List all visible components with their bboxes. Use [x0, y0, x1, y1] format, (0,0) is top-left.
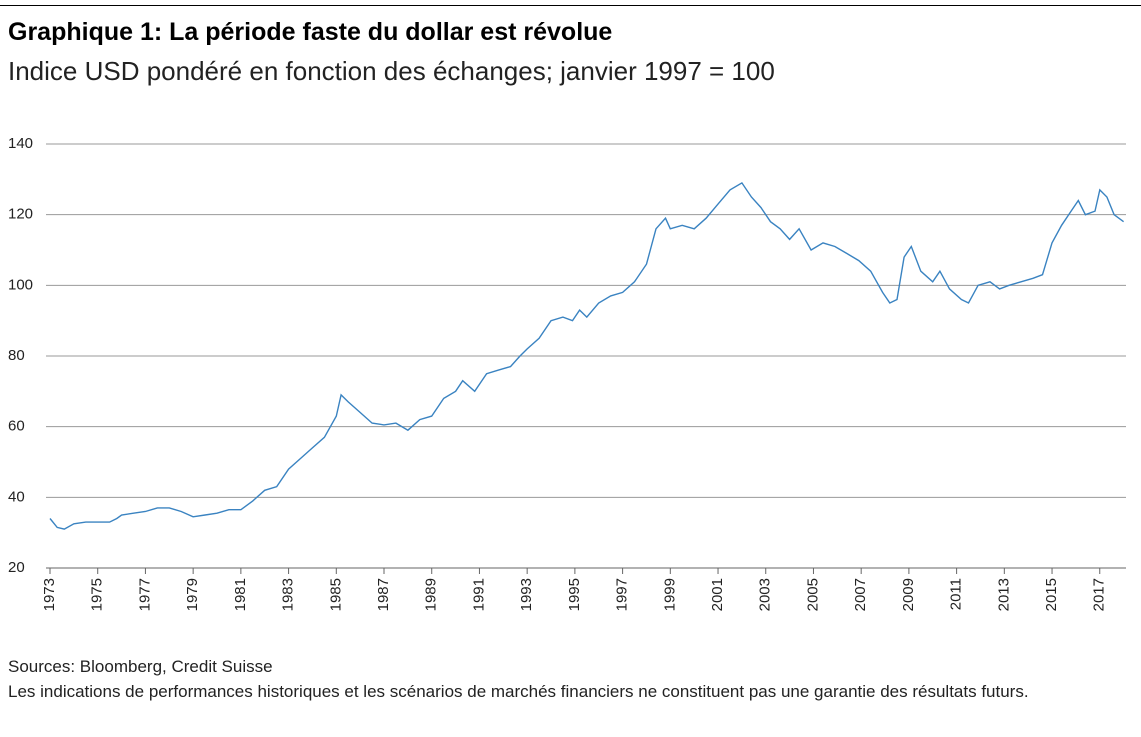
y-tick-label: 80	[8, 347, 25, 364]
x-tick-label: 1985	[327, 578, 344, 611]
x-tick-label: 2011	[948, 578, 965, 610]
x-tick-label: 2015	[1043, 578, 1060, 611]
top-rule	[0, 5, 1141, 6]
note: Les indications de performances historiq…	[8, 682, 1029, 701]
x-tick-label: 1997	[614, 578, 631, 611]
x-tick-label: 1981	[232, 578, 249, 611]
chart-subtitle: Indice USD pondéré en fonction des échan…	[8, 56, 775, 86]
y-tick-label: 100	[8, 276, 33, 293]
chart-title: Graphique 1: La période faste du dollar …	[8, 18, 613, 46]
y-tick-label: 60	[8, 418, 25, 435]
x-tick-label: 1977	[136, 578, 153, 611]
x-tick-label: 1993	[518, 578, 535, 611]
x-tick-label: 1989	[423, 578, 440, 611]
x-tick-label: 2009	[900, 578, 917, 611]
x-tick-label: 2005	[804, 578, 821, 611]
x-tick-label: 1973	[41, 578, 58, 611]
x-tick-label: 1979	[184, 578, 201, 611]
x-tick-label: 2013	[995, 578, 1012, 611]
y-tick-label: 120	[8, 206, 33, 223]
x-tick-label: 1983	[280, 578, 297, 611]
x-tick-label: 1987	[375, 578, 392, 611]
x-tick-label: 2003	[757, 578, 774, 611]
source: Sources: Bloomberg, Credit Suisse	[8, 657, 273, 676]
x-tick-label: 2001	[709, 578, 726, 611]
x-tick-label: 2017	[1091, 578, 1108, 611]
y-tick-label: 140	[8, 135, 33, 152]
x-tick-label: 1995	[566, 578, 583, 611]
x-tick-label: 1975	[89, 578, 106, 611]
x-tick-label: 2007	[852, 578, 869, 611]
x-tick-label: 1991	[470, 578, 487, 611]
x-tick-label: 1999	[661, 578, 678, 611]
y-tick-label: 20	[8, 559, 25, 576]
line-series	[49, 181, 1125, 530]
y-tick-label: 40	[8, 488, 25, 505]
